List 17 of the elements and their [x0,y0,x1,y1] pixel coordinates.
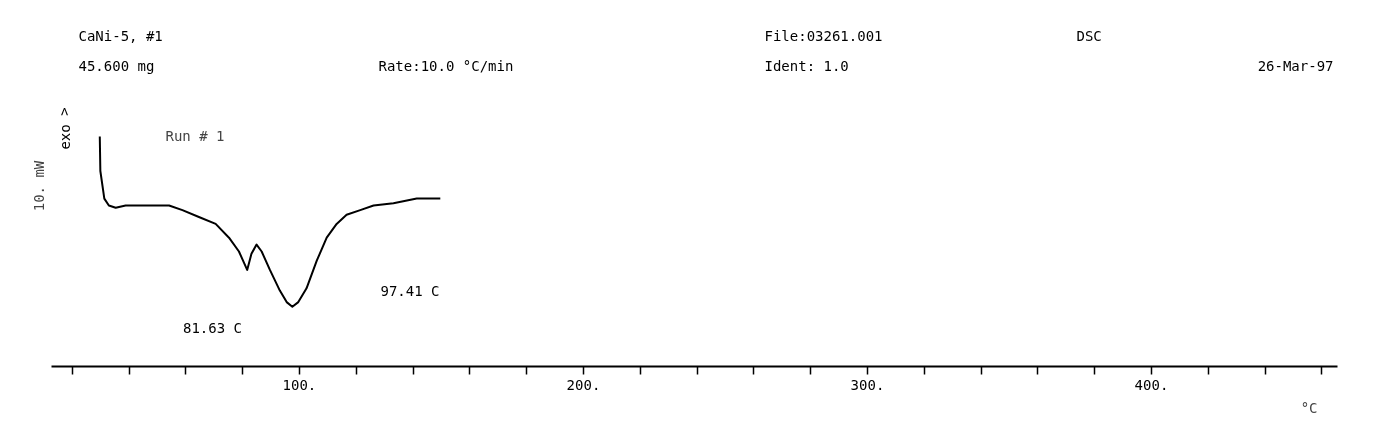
annotation: exo > [56,107,73,150]
annotation: 81.63 C [183,319,243,336]
x-tick-label: 100. [282,376,317,393]
text: DSC [1076,27,1102,44]
x-tick-label: 400. [1134,376,1169,393]
text: Rate:10.0 °C/min [378,57,514,74]
x-tick-label: 300. [850,376,885,393]
text: 45.600 mg [78,57,155,74]
text: File:03261.001 [764,27,883,44]
x-axis-title: °C [1300,399,1318,416]
x-tick-label: 200. [566,376,601,393]
y-axis-title: 10. mW [30,160,47,212]
text: Run # 1 [165,127,225,144]
annotation: 97.41 C [380,282,440,299]
text: Ident: 1.0 [764,57,849,74]
chart-title: CaNi-5, #1 [78,27,163,44]
text: 26-Mar-97 [1257,57,1334,74]
